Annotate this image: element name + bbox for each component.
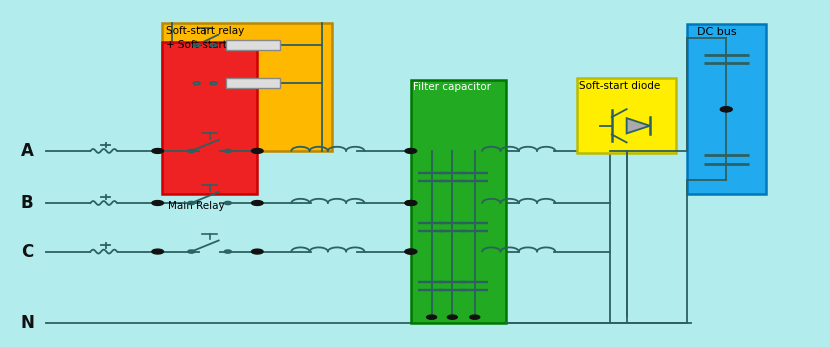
- Polygon shape: [627, 118, 650, 133]
- Circle shape: [152, 201, 164, 205]
- Text: DC bus: DC bus: [697, 27, 737, 37]
- Text: Soft-start diode: Soft-start diode: [579, 81, 661, 91]
- Circle shape: [405, 201, 417, 205]
- Text: Main Relay: Main Relay: [168, 201, 225, 211]
- Circle shape: [720, 107, 732, 112]
- Circle shape: [251, 201, 263, 205]
- Bar: [226, 40, 280, 50]
- Circle shape: [405, 149, 417, 153]
- Text: B: B: [21, 194, 33, 212]
- Text: A: A: [21, 142, 34, 160]
- Bar: [411, 80, 506, 323]
- Circle shape: [405, 249, 417, 254]
- Circle shape: [251, 249, 263, 254]
- Circle shape: [447, 315, 457, 319]
- Text: Soft-start relay
+ Soft-start resistor: Soft-start relay + Soft-start resistor: [166, 26, 270, 50]
- Text: Filter capacitor: Filter capacitor: [413, 82, 491, 92]
- Circle shape: [470, 315, 480, 319]
- Bar: [226, 78, 280, 88]
- Circle shape: [152, 149, 164, 153]
- Circle shape: [405, 201, 417, 205]
- Circle shape: [152, 249, 164, 254]
- Bar: [162, 42, 257, 194]
- Text: N: N: [21, 314, 35, 332]
- Bar: [162, 23, 332, 151]
- Circle shape: [251, 149, 263, 153]
- Text: C: C: [21, 243, 33, 261]
- Circle shape: [405, 249, 417, 254]
- Circle shape: [427, 315, 437, 319]
- Bar: [577, 78, 676, 153]
- Bar: [687, 24, 766, 194]
- Circle shape: [720, 107, 732, 112]
